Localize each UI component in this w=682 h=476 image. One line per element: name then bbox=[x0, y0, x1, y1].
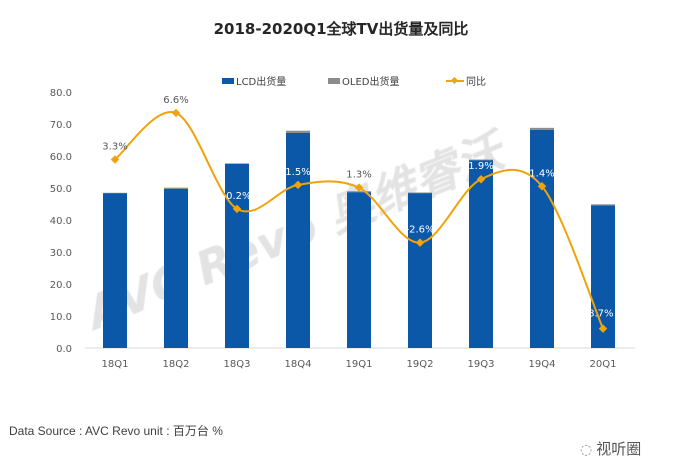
bar-lcd-19Q4 bbox=[530, 129, 554, 348]
chart-title: 2018-2020Q1全球TV出货量及同比 bbox=[214, 20, 469, 38]
yoy-label: 1.9% bbox=[468, 161, 493, 172]
data-source-note: Data Source : AVC Revo unit : 百万台 % bbox=[9, 424, 223, 438]
x-tick-label: 18Q2 bbox=[163, 359, 190, 370]
bar-lcd-18Q1 bbox=[103, 193, 127, 348]
y-tick-label: 40.0 bbox=[50, 216, 72, 227]
yoy-label: 1.3% bbox=[346, 170, 371, 181]
bar-lcd-19Q2 bbox=[408, 193, 432, 348]
legend-yoy: 同比 bbox=[466, 76, 486, 88]
bar-lcd-19Q3 bbox=[469, 160, 493, 348]
bar-lcd-19Q1 bbox=[347, 192, 371, 348]
yoy-point-20Q1 bbox=[598, 324, 608, 333]
brand-name: 视听圈 bbox=[596, 440, 642, 458]
bar-oled-20Q1 bbox=[591, 204, 615, 206]
x-tick-label: 19Q3 bbox=[468, 359, 495, 370]
yoy-point-18Q2 bbox=[171, 108, 181, 118]
x-tick-label: 18Q3 bbox=[224, 359, 251, 370]
bar-oled-19Q3 bbox=[469, 159, 493, 161]
bar-lcd-18Q4 bbox=[286, 132, 310, 348]
yoy-label: -0.2% bbox=[222, 191, 251, 202]
bar-oled-18Q2 bbox=[164, 187, 188, 189]
yoy-point-19Q2 bbox=[415, 238, 425, 247]
y-tick-label: 20.0 bbox=[50, 280, 72, 291]
bar-lcd-18Q2 bbox=[164, 188, 188, 348]
yoy-point-18Q1 bbox=[110, 155, 120, 164]
legend-marker-yoy bbox=[450, 76, 459, 85]
y-tick-label: 30.0 bbox=[50, 248, 72, 259]
yoy-label: -8.7% bbox=[584, 309, 613, 320]
x-tick-label: 19Q1 bbox=[346, 359, 373, 370]
x-tick-label: 19Q2 bbox=[407, 359, 434, 370]
y-tick-label: 70.0 bbox=[50, 120, 72, 131]
y-tick-label: 60.0 bbox=[50, 152, 72, 163]
yoy-point-18Q4 bbox=[293, 180, 303, 190]
bar-lcd-18Q3 bbox=[225, 164, 249, 348]
y-tick-label: 0.0 bbox=[56, 344, 72, 355]
yoy-label: -2.6% bbox=[405, 225, 434, 236]
x-tick-label: 20Q1 bbox=[590, 359, 617, 370]
brand: ◌ 视听圈 bbox=[580, 438, 641, 459]
legend-lcd: LCD出货量 bbox=[236, 75, 286, 88]
legend-swatch-oled bbox=[328, 78, 340, 84]
yoy-label: 1.5% bbox=[285, 167, 310, 178]
bar-oled-18Q4 bbox=[286, 130, 310, 133]
y-tick-label: 10.0 bbox=[50, 312, 72, 323]
x-tick-label: 18Q1 bbox=[102, 359, 129, 370]
yoy-point-18Q3 bbox=[232, 204, 242, 214]
bar-oled-18Q3 bbox=[225, 163, 249, 164]
yoy-label: 6.6% bbox=[163, 95, 188, 106]
yoy-label: 3.3% bbox=[102, 141, 127, 152]
yoy-point-19Q3 bbox=[476, 174, 486, 184]
x-tick-label: 18Q4 bbox=[285, 359, 312, 370]
y-tick-label: 50.0 bbox=[50, 184, 72, 195]
bar-lcd-20Q1 bbox=[591, 205, 615, 348]
bar-oled-19Q4 bbox=[530, 127, 554, 130]
yoy-label: 1.4% bbox=[529, 168, 554, 179]
yoy-point-19Q1 bbox=[354, 183, 364, 192]
y-tick-label: 80.0 bbox=[50, 88, 72, 99]
legend-oled: OLED出货量 bbox=[342, 75, 399, 88]
wechat-icon: ◌ bbox=[580, 442, 593, 458]
chart: 2018-2020Q1全球TV出货量及同比 0.0 10.0 20.0 30.0 40.… bbox=[50, 20, 635, 370]
x-tick-label: 19Q4 bbox=[529, 359, 556, 370]
legend-swatch-lcd bbox=[222, 78, 234, 84]
bar-oled-19Q2 bbox=[408, 192, 432, 194]
